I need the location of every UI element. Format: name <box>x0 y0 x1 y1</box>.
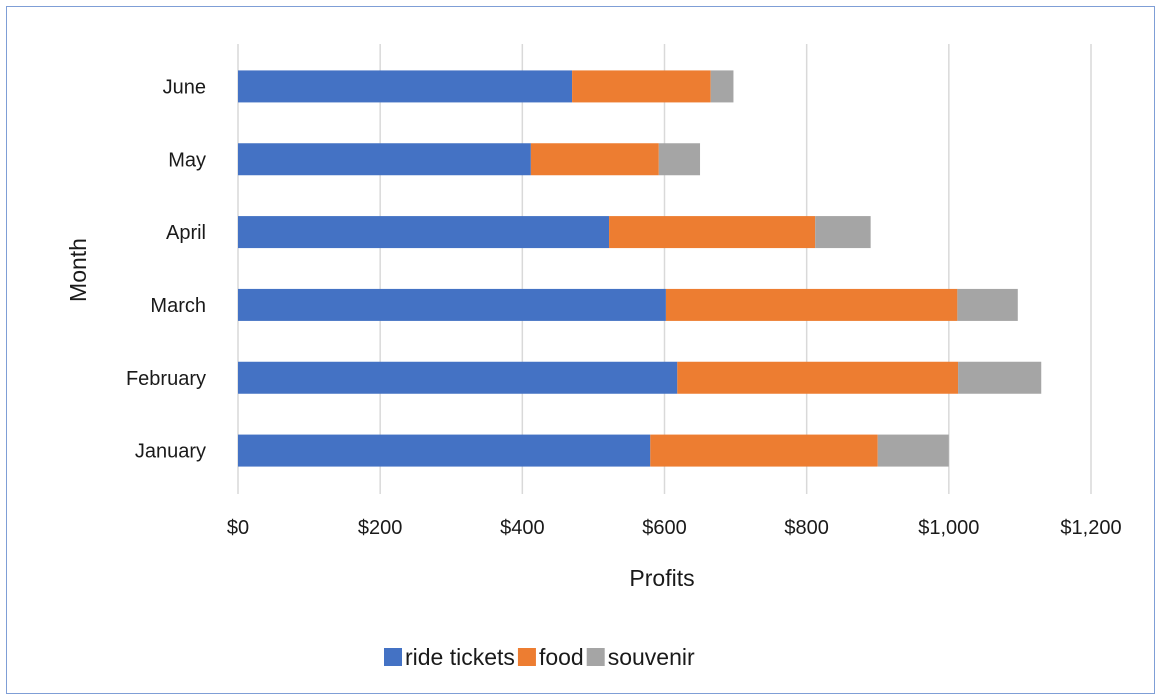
bar-june-ride-tickets <box>238 70 573 103</box>
x-tick-label: $600 <box>642 517 687 539</box>
bar-january-ride-tickets <box>238 434 651 467</box>
x-axis-title: Profits <box>629 565 694 591</box>
bar-february-souvenir <box>958 361 1042 394</box>
legend-label-food: food <box>539 644 584 670</box>
y-tick-label: June <box>163 76 206 98</box>
bar-february-ride-tickets <box>238 361 678 394</box>
legend-label-ride-tickets: ride tickets <box>405 644 515 670</box>
y-tick-label: May <box>168 149 206 171</box>
bar-april-food <box>609 216 816 249</box>
y-tick-label: January <box>135 441 206 463</box>
x-tick-label: $1,000 <box>918 517 979 539</box>
bar-march-ride-tickets <box>238 288 666 321</box>
bars <box>238 70 1042 467</box>
bar-may-souvenir <box>658 143 701 176</box>
legend-swatch-souvenir <box>586 648 605 666</box>
x-tick-label: $0 <box>227 517 249 539</box>
x-tick-label: $400 <box>500 517 545 539</box>
y-tick-label: February <box>126 368 206 390</box>
bar-january-food <box>650 434 878 467</box>
x-tick-label: $200 <box>358 517 403 539</box>
x-tick-label: $800 <box>784 517 829 539</box>
x-tick-labels: $0 $200 $400 $600 $800 $1,000 $1,200 <box>227 517 1122 539</box>
bar-april-souvenir <box>815 216 871 249</box>
gridlines <box>237 44 1092 494</box>
y-tick-labels: January February March April May June <box>126 76 206 462</box>
legend-label-souvenir: souvenir <box>608 644 695 670</box>
bar-january-souvenir <box>877 434 949 467</box>
bar-may-ride-tickets <box>238 143 531 176</box>
bar-june-souvenir <box>710 70 734 103</box>
y-tick-label: April <box>166 222 206 244</box>
chart-frame <box>6 6 1155 694</box>
y-axis-title: Month <box>65 238 91 302</box>
x-tick-label: $1,200 <box>1060 517 1121 539</box>
bar-february-food <box>677 361 959 394</box>
legend-swatch-ride-tickets <box>384 648 402 666</box>
y-tick-label: March <box>150 295 206 317</box>
bar-april-ride-tickets <box>238 216 610 249</box>
bar-march-souvenir <box>957 288 1018 321</box>
bar-march-food <box>665 288 958 321</box>
legend-swatch-food <box>517 648 536 666</box>
bar-may-food <box>530 143 659 176</box>
legend: ride tickets food souvenir <box>384 644 695 670</box>
bar-june-food <box>572 70 711 103</box>
